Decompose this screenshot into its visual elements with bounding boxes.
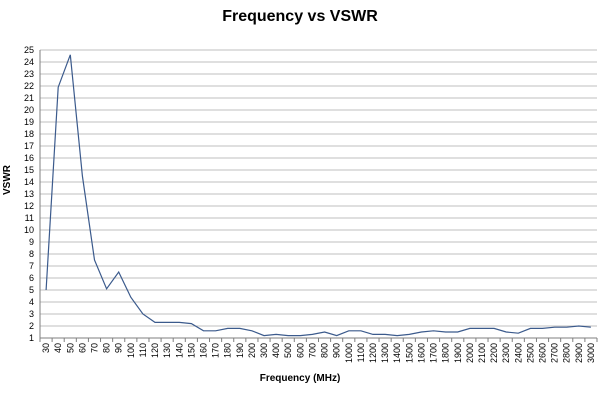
x-tick-label: 130: [162, 343, 172, 358]
y-tick-label: 7: [29, 261, 34, 271]
x-tick-label: 200: [247, 343, 257, 358]
x-tick-label: 2800: [562, 343, 572, 363]
y-tick-label: 14: [24, 177, 34, 187]
y-tick-label: 19: [24, 117, 34, 127]
y-tick-label: 12: [24, 201, 34, 211]
x-tick-label: 1200: [368, 343, 378, 363]
y-tick-label: 1: [29, 333, 34, 343]
x-tick-label: 900: [332, 343, 342, 358]
x-tick-label: 190: [235, 343, 245, 358]
y-tick-label: 9: [29, 237, 34, 247]
x-tick-label: 1800: [441, 343, 451, 363]
x-tick-label: 70: [89, 343, 99, 353]
y-tick-label: 5: [29, 285, 34, 295]
x-tick-label: 120: [150, 343, 160, 358]
x-tick-label: 400: [271, 343, 281, 358]
x-tick-label: 40: [53, 343, 63, 353]
x-tick-label: 800: [320, 343, 330, 358]
y-tick-label: 11: [25, 213, 34, 223]
y-tick-label: 13: [24, 189, 34, 199]
x-tick-label: 160: [198, 343, 208, 358]
x-tick-label: 2600: [538, 343, 548, 363]
x-tick-label: 1500: [404, 343, 414, 363]
x-tick-label: 1900: [453, 343, 463, 363]
x-tick-label: 2000: [465, 343, 475, 363]
y-tick-label: 17: [24, 141, 34, 151]
y-tick-label: 10: [24, 225, 34, 235]
y-tick-label: 21: [24, 93, 34, 103]
x-tick-label: 140: [174, 343, 184, 358]
x-tick-label: 600: [295, 343, 305, 358]
x-tick-label: 1300: [380, 343, 390, 363]
series-line: [45, 54, 591, 337]
x-tick-label: 1600: [416, 343, 426, 363]
x-tick-label: 2700: [550, 343, 560, 363]
x-tick-label: 170: [211, 343, 221, 358]
y-tick-label: 22: [24, 81, 34, 91]
x-tick-label: 60: [77, 343, 87, 353]
x-tick-label: 100: [126, 343, 136, 358]
x-tick-label: 1700: [429, 343, 439, 363]
x-tick-label: 2900: [574, 343, 584, 363]
x-tick-label: 30: [41, 343, 51, 353]
x-tick-label: 90: [114, 343, 124, 353]
y-tick-label: 24: [24, 57, 34, 67]
x-tick-label: 2400: [513, 343, 523, 363]
x-tick-label: 50: [65, 343, 75, 353]
x-tick-label: 180: [223, 343, 233, 358]
x-tick-label: 700: [307, 343, 317, 358]
x-tick-label: 150: [186, 343, 196, 358]
x-tick-label: 3000: [586, 343, 596, 363]
y-tick-label: 8: [29, 249, 34, 259]
y-tick-label: 18: [24, 129, 34, 139]
x-tick-label: 1400: [392, 343, 402, 363]
y-tick-label: 16: [24, 153, 34, 163]
chart-title: Frequency vs VSWR: [222, 8, 378, 25]
y-tick-label: 4: [29, 297, 34, 307]
y-tick-label: 20: [24, 105, 34, 115]
y-tick-label: 15: [24, 165, 34, 175]
y-tick-label: 2: [29, 321, 34, 331]
x-tick-label: 500: [283, 343, 293, 358]
x-tick-label: 2100: [477, 343, 487, 363]
x-tick-label: 2200: [489, 343, 499, 363]
x-tick-label: 1000: [344, 343, 354, 363]
y-tick-label: 23: [24, 69, 34, 79]
y-tick-label: 25: [24, 45, 34, 55]
x-tick-label: 300: [259, 343, 269, 358]
x-tick-label: 2500: [525, 343, 535, 363]
y-tick-label: 6: [29, 273, 34, 283]
x-axis-label: Frequency (MHz): [259, 373, 341, 384]
y-tick-label: 3: [29, 309, 34, 319]
x-tick-label: 2300: [501, 343, 511, 363]
x-tick-label: 110: [138, 343, 148, 357]
x-tick-label: 80: [102, 343, 112, 353]
x-tick-label: 1100: [356, 343, 366, 362]
